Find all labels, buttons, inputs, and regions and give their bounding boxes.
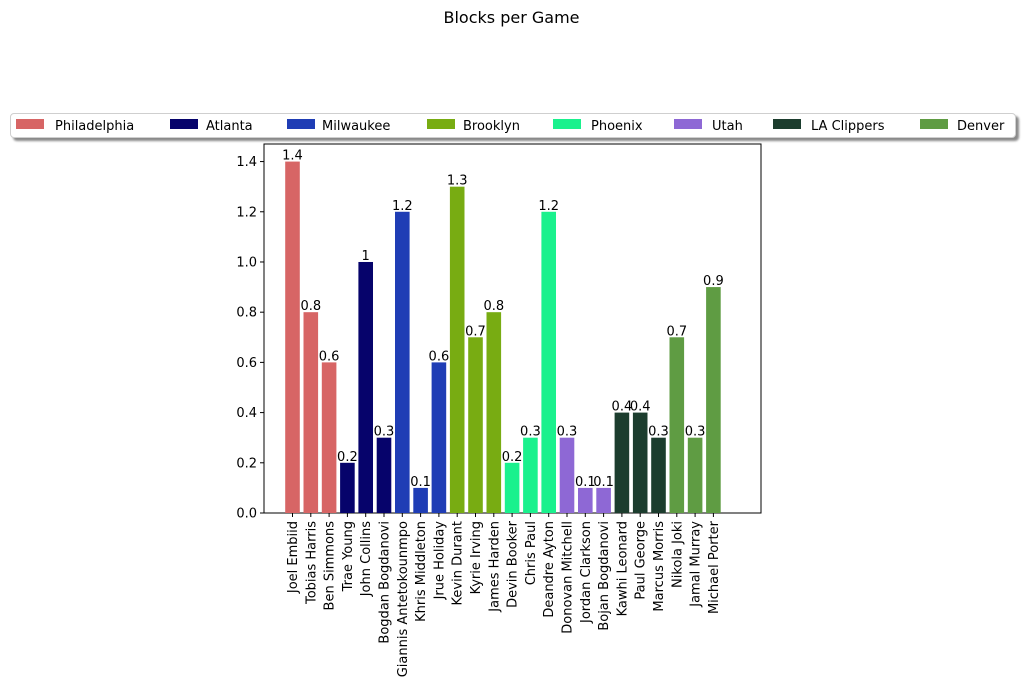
x-tick-label: Giannis Antetokounmpo: [396, 521, 411, 677]
bar: [578, 487, 593, 513]
legend-swatch: [287, 119, 315, 129]
x-tick-label: Donovan Mitchell: [561, 521, 576, 634]
bar-value-label: 0.7: [666, 324, 687, 339]
bar-value-label: 0.4: [630, 400, 651, 415]
y-tick-label: 0.8: [236, 306, 257, 321]
bar-value-label: 0.1: [575, 475, 596, 490]
bar: [523, 437, 538, 513]
legend-label: Utah: [712, 119, 743, 134]
x-tick-label: Deandre Ayton: [542, 521, 557, 618]
legend-label: Philadelphia: [55, 119, 134, 134]
legend-swatch: [16, 119, 44, 129]
x-tick-label: Jrue Holiday: [432, 521, 447, 601]
x-tick-label: Jamal Murray: [689, 521, 704, 608]
legend-swatch: [427, 119, 455, 129]
bar-value-label: 0.8: [300, 299, 321, 314]
bar: [706, 287, 721, 513]
bar-value-label: 1.2: [392, 199, 413, 214]
y-tick-label: 1.4: [236, 155, 257, 170]
y-tick-label: 0.2: [236, 456, 257, 471]
x-tick-label: Devin Booker: [506, 520, 521, 608]
bar-value-label: 0.6: [319, 349, 340, 364]
bar: [559, 437, 575, 513]
bar-value-label: 0.3: [648, 425, 669, 440]
bar: [358, 261, 373, 513]
bar-value-label: 1.2: [538, 199, 559, 214]
x-tick-label: Jordan Clarkson: [579, 521, 594, 624]
legend-swatch: [553, 119, 581, 129]
legend-label: Brooklyn: [463, 119, 520, 134]
bar-value-label: 1.3: [447, 174, 468, 189]
legend-swatch: [170, 119, 198, 129]
x-tick-label: James Harden: [487, 521, 502, 613]
bar: [614, 412, 630, 513]
x-tick-label: Kyrie Irving: [469, 521, 484, 594]
bar: [431, 362, 447, 513]
x-tick-label: Kawhi Leonard: [615, 521, 630, 616]
bar: [376, 437, 392, 513]
bar-value-label: 0.8: [483, 299, 504, 314]
y-tick-label: 0.0: [236, 507, 257, 522]
y-tick-label: 0.4: [236, 406, 257, 421]
bar: [669, 337, 685, 513]
x-tick-label: Khris Middleton: [414, 521, 429, 622]
bar: [651, 437, 666, 513]
bar: [486, 312, 502, 513]
bar-value-label: 0.6: [429, 349, 450, 364]
y-tick-label: 0.6: [236, 356, 257, 371]
bar-value-label: 1: [362, 249, 370, 264]
bar-value-label: 1.4: [282, 149, 303, 164]
bar: [321, 362, 337, 513]
bar: [303, 312, 319, 513]
x-tick-label: John Collins: [359, 521, 374, 598]
bar-value-label: 0.1: [410, 475, 431, 490]
x-tick-label: Bojan Bogdanovi: [597, 521, 612, 631]
bar-value-label: 0.3: [685, 425, 706, 440]
bar: [449, 186, 465, 513]
x-tick-label: Trae Young: [341, 521, 356, 592]
x-tick-label: Michael Porter: [707, 520, 722, 614]
bar: [285, 161, 300, 514]
bar: [413, 487, 428, 513]
bar-value-label: 0.3: [520, 425, 541, 440]
x-tick-label: Bogdan Bogdanovi: [378, 521, 393, 644]
legend-swatch: [920, 119, 948, 129]
bar: [395, 211, 410, 513]
x-tick-label: Joel Embiid: [286, 521, 301, 594]
x-tick-label: Tobias Harris: [304, 521, 319, 605]
bar: [340, 462, 355, 513]
legend-swatch: [674, 119, 702, 129]
y-tick-label: 1.0: [236, 255, 257, 270]
bar: [504, 462, 520, 513]
bar-value-label: 0.9: [703, 274, 724, 289]
bar-value-label: 0.2: [502, 450, 523, 465]
x-tick-label: Chris Paul: [524, 521, 539, 585]
y-tick-label: 1.2: [236, 205, 257, 220]
x-tick-label: Nikola Joki: [670, 521, 685, 588]
legend-label: Milwaukee: [322, 119, 390, 134]
bar-value-label: 0.3: [557, 425, 578, 440]
bar: [541, 211, 556, 513]
chart-title: Blocks per Game: [443, 8, 580, 27]
bar-value-label: 0.3: [374, 425, 395, 440]
bar-value-label: 0.1: [593, 475, 614, 490]
legend-label: Phoenix: [591, 119, 643, 134]
x-tick-label: Ben Simmons: [323, 521, 338, 611]
legend-label: Denver: [957, 119, 1005, 134]
bar-value-label: 0.2: [337, 450, 358, 465]
legend-label: Atlanta: [206, 119, 253, 134]
bar: [468, 337, 483, 513]
bar: [596, 487, 611, 513]
x-tick-label: Paul George: [634, 521, 649, 600]
x-tick-label: Kevin Durant: [451, 521, 466, 605]
x-tick-label: Marcus Morris: [652, 521, 667, 612]
legend-label: LA Clippers: [811, 119, 885, 134]
bar: [687, 437, 703, 513]
bar: [632, 412, 648, 513]
bar-value-label: 0.4: [612, 400, 633, 415]
legend-swatch: [773, 119, 801, 129]
bar-value-label: 0.7: [465, 324, 486, 339]
